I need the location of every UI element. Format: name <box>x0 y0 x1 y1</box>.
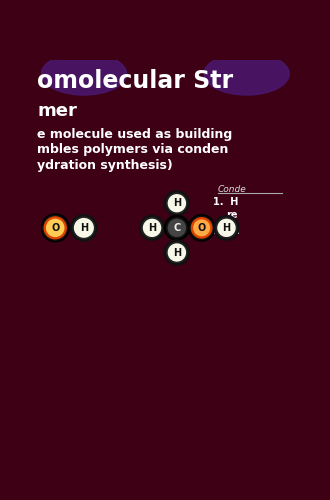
Circle shape <box>164 240 190 266</box>
Circle shape <box>164 190 190 216</box>
Text: ydration synthesis): ydration synthesis) <box>37 158 173 172</box>
Text: H: H <box>173 198 181 208</box>
Circle shape <box>167 218 187 238</box>
Text: O: O <box>51 223 59 233</box>
Circle shape <box>188 214 215 242</box>
Circle shape <box>142 218 162 238</box>
Text: e molecule used as building: e molecule used as building <box>37 128 233 141</box>
Circle shape <box>46 218 64 237</box>
Text: H: H <box>222 223 231 233</box>
Text: omolecular Str: omolecular Str <box>37 69 234 93</box>
Text: O: O <box>198 223 206 233</box>
Circle shape <box>213 215 240 241</box>
Circle shape <box>190 216 213 240</box>
Circle shape <box>73 217 95 238</box>
Text: mer: mer <box>37 102 77 120</box>
Circle shape <box>167 242 187 262</box>
Ellipse shape <box>204 52 289 95</box>
Circle shape <box>70 214 98 242</box>
Circle shape <box>167 193 187 213</box>
Circle shape <box>41 213 70 242</box>
Text: H: H <box>80 223 88 233</box>
Text: re: re <box>226 210 237 220</box>
Text: H: H <box>173 248 181 258</box>
Circle shape <box>43 216 68 240</box>
Circle shape <box>193 220 210 236</box>
Text: mbles polymers via conden: mbles polymers via conden <box>37 143 229 156</box>
Ellipse shape <box>41 52 126 95</box>
Text: Conde: Conde <box>218 184 247 194</box>
Text: 1.  H: 1. H <box>213 197 239 207</box>
Circle shape <box>139 215 165 241</box>
Text: 2.  M: 2. M <box>213 226 240 235</box>
Text: C: C <box>173 223 181 233</box>
Text: H: H <box>148 223 156 233</box>
Circle shape <box>164 215 190 241</box>
Circle shape <box>216 218 237 238</box>
